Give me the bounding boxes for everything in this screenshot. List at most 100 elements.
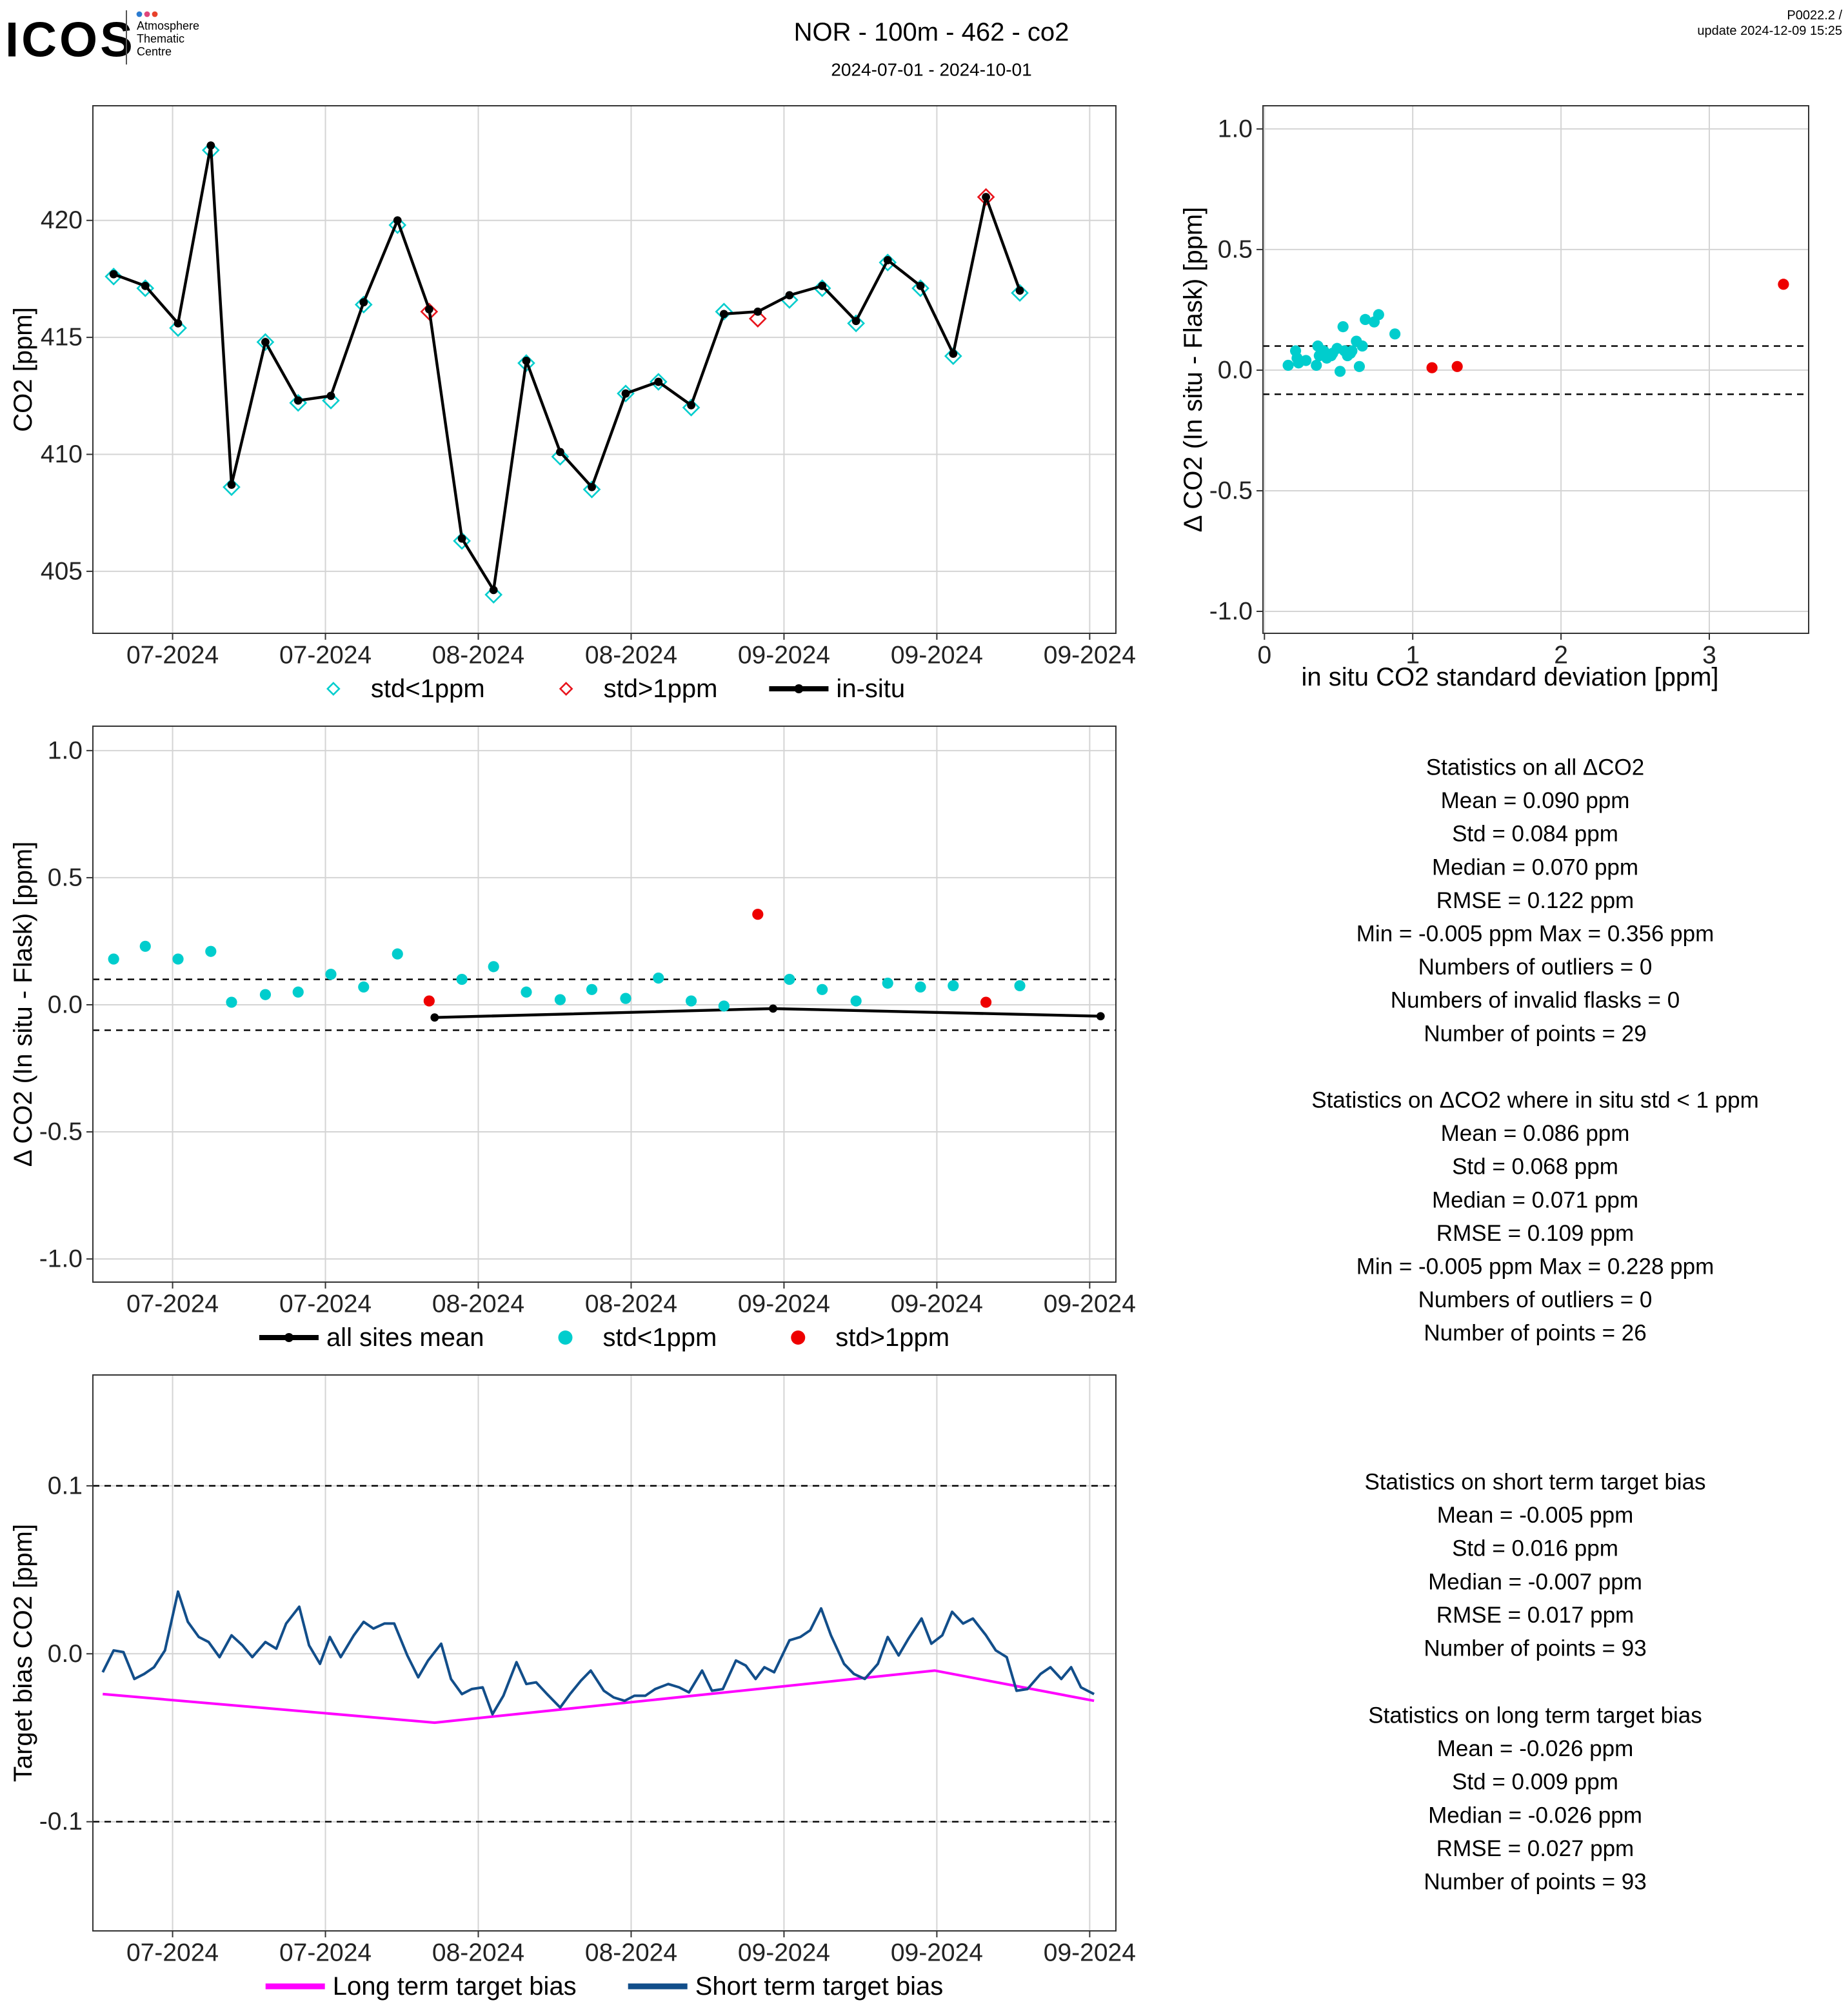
point bbox=[556, 448, 564, 457]
statistics-line: Median = -0.026 ppm bbox=[1428, 1803, 1642, 1828]
y-tick-label: 0.0 bbox=[1218, 356, 1253, 384]
point bbox=[1451, 361, 1463, 372]
legend-symbol bbox=[558, 1330, 573, 1345]
point bbox=[1291, 352, 1303, 364]
point bbox=[1015, 286, 1024, 295]
x-tick-label: 07-2024 bbox=[279, 642, 372, 669]
point bbox=[944, 347, 962, 365]
point bbox=[1389, 328, 1401, 340]
x-tick-label: 09-2024 bbox=[738, 1290, 830, 1318]
point bbox=[489, 586, 498, 595]
x-tick-label: 3 bbox=[1702, 642, 1716, 669]
x-tick-label: 09-2024 bbox=[738, 642, 830, 669]
point bbox=[685, 995, 697, 1007]
point bbox=[457, 534, 466, 543]
point bbox=[620, 993, 631, 1004]
y-tick-label: 1.0 bbox=[48, 737, 83, 764]
point bbox=[982, 193, 990, 201]
point bbox=[586, 984, 598, 995]
x-tick-label: 09-2024 bbox=[1044, 1290, 1136, 1318]
point bbox=[682, 399, 700, 417]
logo: ICOS bbox=[5, 13, 135, 68]
point bbox=[354, 295, 373, 314]
point bbox=[818, 281, 827, 290]
point bbox=[588, 482, 596, 491]
point bbox=[484, 586, 503, 604]
y-tick-label: 0.5 bbox=[1218, 235, 1253, 263]
statistics-block: Statistics on ΔCO2 where in situ std < 1… bbox=[1311, 1088, 1759, 1346]
point bbox=[817, 984, 828, 995]
y-tick-label: -0.5 bbox=[1209, 477, 1253, 504]
point bbox=[1373, 309, 1384, 321]
point bbox=[1346, 345, 1358, 357]
legend-symbol bbox=[326, 682, 341, 696]
point bbox=[430, 1013, 439, 1022]
logo-text: Thematic bbox=[137, 32, 184, 45]
point bbox=[108, 953, 119, 965]
legend-marker bbox=[559, 682, 573, 696]
chart: -1.0 -0.5 0.0 0.5 1.0 07-2024 07-2024 08-2024 08… bbox=[9, 726, 1136, 1352]
point bbox=[488, 961, 499, 973]
x-tick-label: 08-2024 bbox=[585, 642, 677, 669]
point bbox=[456, 973, 468, 985]
statistics-line: Number of points = 93 bbox=[1424, 1870, 1646, 1895]
plot-border bbox=[1262, 105, 1809, 634]
point bbox=[748, 310, 767, 328]
point bbox=[753, 307, 762, 316]
y-tick-label: 0.1 bbox=[48, 1472, 83, 1499]
x-tick-label: 07-2024 bbox=[126, 642, 219, 669]
point bbox=[227, 480, 236, 489]
statistics-line: Median = 0.071 ppm bbox=[1432, 1187, 1638, 1212]
statistics-line: Std = 0.068 ppm bbox=[1452, 1154, 1618, 1180]
legend-label: Long term target bias bbox=[333, 1972, 577, 2001]
statistics-block: Statistics on long term target bias Mean … bbox=[1368, 1703, 1702, 1895]
y-tick-label: 0.0 bbox=[48, 991, 83, 1018]
point bbox=[1426, 362, 1438, 373]
statistics-title: Statistics on short term target bias bbox=[1364, 1470, 1705, 1495]
subtitle: 2024-07-01 - 2024-10-01 bbox=[831, 60, 1031, 80]
legend: std<1ppm std>1ppm in-situ bbox=[326, 675, 905, 703]
point bbox=[1096, 1012, 1105, 1021]
legend-marker bbox=[284, 1333, 293, 1342]
point bbox=[980, 996, 992, 1008]
point bbox=[715, 302, 733, 321]
point bbox=[423, 995, 435, 1007]
statistics-line: Min = -0.005 ppm Max = 0.356 ppm bbox=[1356, 922, 1714, 947]
point bbox=[1334, 366, 1346, 377]
logo-dot bbox=[152, 11, 158, 17]
statistics-line: RMSE = 0.109 ppm bbox=[1436, 1221, 1634, 1246]
point bbox=[517, 354, 535, 372]
legend-label: std>1ppm bbox=[835, 1323, 949, 1352]
legend-symbol bbox=[791, 1330, 806, 1345]
point bbox=[949, 350, 958, 358]
x-tick-label: 08-2024 bbox=[432, 1939, 524, 1967]
x-tick-label: 09-2024 bbox=[1044, 1939, 1136, 1967]
point bbox=[256, 333, 275, 351]
logo-text: Atmosphere bbox=[137, 19, 199, 32]
point bbox=[1337, 321, 1349, 333]
statistics-line: Number of points = 93 bbox=[1424, 1636, 1646, 1661]
statistics-line: Numbers of outliers = 0 bbox=[1418, 954, 1653, 980]
point bbox=[621, 389, 630, 398]
legend-symbol bbox=[769, 684, 829, 693]
y-tick-label: -1.0 bbox=[1209, 597, 1253, 625]
x-tick-label: 08-2024 bbox=[585, 1939, 677, 1967]
point bbox=[109, 270, 118, 279]
x-tick-label: 09-2024 bbox=[1044, 642, 1136, 669]
point bbox=[223, 478, 241, 497]
point bbox=[850, 995, 862, 1007]
y-tick-label: 0.0 bbox=[48, 1640, 83, 1668]
point bbox=[784, 973, 795, 985]
statistics-title: Statistics on long term target bias bbox=[1368, 1703, 1702, 1728]
plot-area bbox=[93, 1375, 1116, 1931]
point bbox=[879, 253, 897, 272]
point bbox=[292, 986, 304, 998]
point bbox=[1326, 350, 1337, 362]
y-tick-label: -0.1 bbox=[39, 1808, 83, 1835]
point bbox=[752, 909, 764, 920]
x-tick-label: 09-2024 bbox=[891, 642, 983, 669]
y-axis-title: Δ CO2 (In situ - Flask) [ppm] bbox=[9, 842, 37, 1167]
statistics-line: Mean = 0.090 ppm bbox=[1441, 788, 1630, 813]
legend-marker bbox=[326, 682, 341, 696]
